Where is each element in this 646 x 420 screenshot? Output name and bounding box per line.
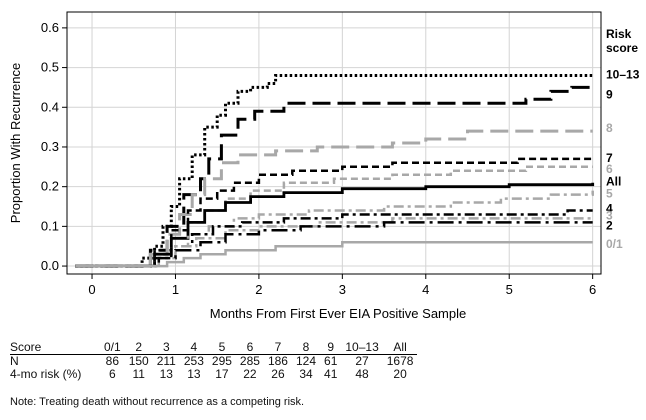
risk-table: Score 0/1 2 3 4 5 6 7 8 9 10–13 All N 86 150 211 253 295 2…	[10, 341, 418, 381]
risk-table-cell: 285	[239, 354, 260, 368]
y-tick-label: 0.1	[41, 218, 59, 233]
risk-table-cell: 34	[299, 367, 313, 381]
risk-table-row: N 86 150 211 253 295 285 186 124 61 27 1678	[10, 355, 417, 369]
risk-table-cell: 11	[132, 367, 145, 381]
risk-table-cell: 253	[183, 354, 204, 368]
series-line-6	[75, 165, 593, 268]
series-line-0-1	[75, 240, 593, 268]
curve-label: 8	[606, 121, 613, 135]
risk-table-cell: 211	[156, 354, 176, 368]
series-layer	[75, 74, 595, 268]
curve-label: 4	[606, 202, 613, 216]
x-tick-label: 4	[422, 282, 429, 297]
series-line-all	[75, 182, 595, 268]
y-tick-label: 0.4	[41, 99, 59, 114]
risk-table-column-header: Score	[10, 341, 100, 355]
risk-table-cell: 1678	[386, 354, 414, 368]
risk-table-cell: 295	[211, 354, 232, 368]
risk-table-row-label: N	[10, 354, 19, 368]
plot-frame	[66, 11, 602, 275]
risk-table-cell: 22	[243, 367, 257, 381]
risk-table-column-header: 8	[291, 341, 321, 355]
curve-label: 5	[606, 186, 613, 200]
x-tick-label: 6	[589, 282, 596, 297]
axes: 0 1 2 3 4 5 6 0.0 0.1 0.2 0.3 0.4 0.5 0.6	[41, 20, 596, 297]
x-tick-label: 3	[339, 282, 346, 297]
risk-table-column-header: 4	[179, 341, 208, 355]
y-axis-label: Proportion With Recurrence	[8, 63, 23, 223]
curve-label: 10–13	[606, 68, 640, 82]
x-axis-label: Months From First Ever EIA Positive Samp…	[210, 306, 466, 321]
curve-label: 0/1	[606, 237, 623, 251]
legend-title: score	[606, 41, 638, 55]
x-tick-label: 1	[172, 282, 179, 297]
curve-label: 9	[606, 88, 613, 102]
x-tick-label: 2	[255, 282, 262, 297]
risk-table-column-header: 6	[235, 341, 264, 355]
risk-table-cell: 13	[159, 367, 173, 381]
risk-table-column-header: All	[382, 341, 418, 355]
x-tick-label: 5	[506, 282, 513, 297]
series-line-2	[75, 221, 593, 268]
risk-table-cell: 124	[295, 354, 317, 368]
footnote: Note: Treating death without recurrence …	[10, 396, 305, 408]
y-tick-label: 0.0	[41, 258, 59, 273]
legend-title: Risk	[606, 27, 632, 41]
series-line-7	[75, 157, 593, 268]
risk-table-column-header: 7	[263, 341, 292, 355]
curve-label: All	[606, 175, 621, 189]
curve-label: 3	[606, 209, 613, 223]
risk-table-column-header: 3	[152, 341, 180, 355]
risk-table-column-header: 5	[207, 341, 236, 355]
risk-table-cell: 27	[355, 354, 369, 368]
risk-table-cell: 20	[393, 367, 407, 381]
risk-table-cell: 48	[355, 367, 369, 381]
grid	[67, 12, 601, 274]
curve-label: 6	[606, 162, 613, 176]
risk-table-cell: 6	[109, 367, 116, 381]
y-tick-label: 0.5	[41, 60, 59, 75]
risk-table-column-header: 0/1	[100, 341, 125, 355]
series-line-9	[75, 85, 593, 268]
risk-table-cell: 150	[128, 354, 149, 368]
risk-table-column-header: 2	[124, 341, 153, 355]
risk-table-cell: 26	[271, 367, 285, 381]
y-tick-label: 0.6	[41, 20, 59, 35]
risk-table-header: Score 0/1 2 3 4 5 6 7 8 9 10–13 All	[10, 341, 418, 355]
risk-table-cell: 186	[267, 354, 288, 368]
x-tick-label: 0	[88, 282, 95, 297]
risk-table-column-header: 10–13	[341, 341, 383, 355]
risk-table-cell: 86	[105, 354, 120, 368]
y-tick-label: 0.3	[41, 139, 59, 154]
risk-table-cell: 17	[215, 367, 229, 381]
y-tick-label: 0.2	[41, 179, 59, 194]
risk-table-row: 4-mo risk (%) 6 11 13 13 17 22 26 34 41 48 20	[10, 368, 417, 381]
risk-table-row-label: 4-mo risk (%)	[10, 367, 82, 381]
series-line-8	[75, 129, 593, 268]
curve-label: 2	[606, 219, 613, 233]
risk-table-cell: 13	[187, 367, 201, 381]
risk-table-column-header: 9	[320, 341, 342, 355]
series-line-4	[75, 209, 593, 268]
series-line-10-13	[75, 74, 593, 268]
risk-table-cell: 41	[324, 367, 338, 381]
cumulative-incidence-chart: 0 1 2 3 4 5 60.00.10.20.30.40.50.6 Riskscore10…	[8, 11, 640, 321]
risk-table-cell: 61	[324, 354, 338, 368]
curve-label: 7	[606, 151, 613, 165]
